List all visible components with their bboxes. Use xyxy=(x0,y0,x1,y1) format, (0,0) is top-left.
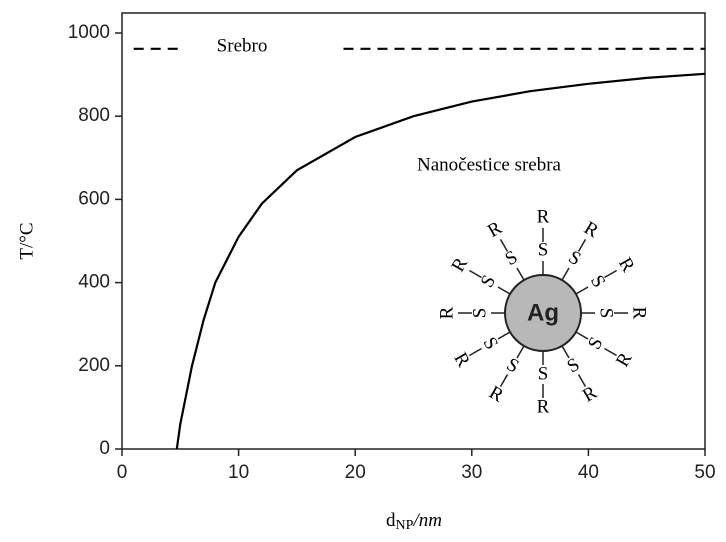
x-tick-label: 40 xyxy=(578,462,599,483)
sulfur-label: S xyxy=(586,272,609,292)
ligand-label: R xyxy=(580,217,602,242)
y-tick-label: 800 xyxy=(78,105,110,126)
y-tick-label: 600 xyxy=(78,188,110,209)
annotation: Nanočestice srebra xyxy=(417,154,562,175)
sulfur-label: S xyxy=(479,334,502,354)
bond xyxy=(469,269,482,279)
bond xyxy=(516,267,525,281)
sulfur-label: S xyxy=(538,239,549,260)
bond xyxy=(577,374,587,387)
y-tick-label: 200 xyxy=(78,355,110,376)
x-axis-label: dNP/nm xyxy=(386,510,442,533)
x-label-sub: NP xyxy=(396,518,414,533)
y-tick-label: 1000 xyxy=(68,22,110,43)
sulfur-label: S xyxy=(596,308,617,319)
ligand-label: R xyxy=(447,254,472,276)
sulfur-label: S xyxy=(565,247,585,270)
ligand-label: R xyxy=(579,382,601,407)
annotation: Srebro xyxy=(217,35,268,56)
bond xyxy=(497,331,511,340)
bond xyxy=(561,267,570,281)
curve xyxy=(175,72,706,450)
ligand-label: R xyxy=(436,306,457,319)
ligand-label: R xyxy=(537,396,550,417)
bond xyxy=(499,374,509,387)
x-tick-label: 10 xyxy=(228,462,249,483)
sulfur-label: S xyxy=(503,354,523,377)
bond xyxy=(604,269,617,279)
ligand-label: R xyxy=(449,349,474,371)
ligand-label: R xyxy=(537,206,550,227)
ligand-label: R xyxy=(612,349,637,371)
x-tick-label: 20 xyxy=(345,462,366,483)
bond xyxy=(575,286,589,295)
sulfur-label: S xyxy=(538,363,549,384)
ligand-label: R xyxy=(485,382,507,407)
y-tick-label: 0 xyxy=(99,438,110,459)
ligand-label: R xyxy=(484,217,506,242)
sulfur-label: S xyxy=(469,308,490,319)
x-label-unit: /nm xyxy=(412,510,442,531)
sulfur-label: S xyxy=(477,272,500,292)
bond xyxy=(561,345,570,359)
bond xyxy=(469,347,482,357)
sulfur-label: S xyxy=(564,354,584,377)
bond xyxy=(516,345,525,359)
y-tick-label: 400 xyxy=(78,272,110,293)
x-tick-label: 50 xyxy=(694,462,715,483)
bond xyxy=(499,239,509,252)
plot-frame xyxy=(121,12,706,450)
bond xyxy=(604,347,617,357)
bond xyxy=(575,331,589,340)
particle-label: Ag xyxy=(527,299,559,326)
x-tick-label: 30 xyxy=(461,462,482,483)
ligand-label: R xyxy=(614,254,639,276)
x-tick-label: 0 xyxy=(117,462,128,483)
y-axis-label: T/°C xyxy=(16,222,37,259)
bond xyxy=(577,239,587,252)
sulfur-label: S xyxy=(584,334,607,354)
x-label-main: d xyxy=(386,510,396,531)
ligand-label: R xyxy=(629,307,650,320)
particle xyxy=(504,274,582,352)
bond xyxy=(497,286,511,295)
sulfur-label: S xyxy=(502,247,522,270)
